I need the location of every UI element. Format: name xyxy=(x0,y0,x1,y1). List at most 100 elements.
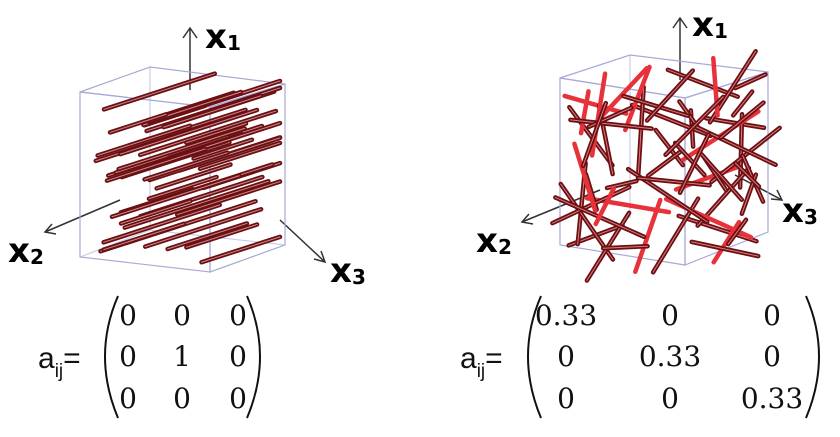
aligned-fiber-highlight xyxy=(176,181,281,216)
random-fiber xyxy=(593,186,616,227)
left-axis-x3-arrowhead xyxy=(313,250,327,264)
left-matrix-right-paren xyxy=(246,295,261,419)
random-fiber-highlight xyxy=(637,177,711,186)
left-x3-label: x3 xyxy=(330,251,366,291)
left-cube-hidden-edge-2 xyxy=(79,229,151,258)
right-matrix: 0.33 0 0 0 0.33 0 0 0 0.33 xyxy=(535,299,803,415)
random-fiber-highlight xyxy=(732,91,753,116)
random-fiber-highlight xyxy=(692,124,777,166)
random-fiber-highlight xyxy=(655,129,684,166)
aligned-fiber-highlight xyxy=(115,135,229,174)
random-fiber-highlight xyxy=(734,73,766,89)
right-axis-x1-arrowhead xyxy=(672,16,688,29)
left-x2-label: x2 xyxy=(8,231,44,271)
right-matrix-cell: 0.33 xyxy=(639,340,701,373)
aligned-fiber-highlight xyxy=(148,176,218,200)
aligned-fiber-highlight xyxy=(163,95,262,128)
left-tensor-label: aij= xyxy=(38,342,81,382)
random-fiber-highlight xyxy=(679,133,710,194)
left-matrix-cell: 1 xyxy=(173,340,191,373)
random-fiber-highlight xyxy=(568,106,613,166)
left-matrix-cell: 0 xyxy=(229,340,247,373)
left-x1-label: x1 xyxy=(205,17,241,57)
aligned-fiber-highlight xyxy=(124,180,269,229)
random-fiber-highlight xyxy=(602,245,649,249)
random-fiber-highlight xyxy=(569,119,653,130)
aligned-fiber-highlight xyxy=(120,200,191,224)
right-matrix-cell: 0 xyxy=(557,340,575,373)
aligned-fiber-highlight xyxy=(201,236,281,263)
aligned-fiber-highlight xyxy=(144,152,228,180)
right-x3-label: x3 xyxy=(782,191,818,231)
aligned-fiber-highlight xyxy=(144,208,262,248)
left-matrix-left-paren xyxy=(104,295,119,419)
random-fibers xyxy=(550,49,782,283)
aligned-fibers xyxy=(93,71,283,265)
left-matrix-cell: 0 xyxy=(119,340,137,373)
left-axis-x2-arrowhead xyxy=(43,223,57,235)
aligned-fiber-highlight xyxy=(118,127,246,170)
right-tensor-label: aij= xyxy=(460,342,503,382)
right-matrix-right-paren xyxy=(805,295,820,419)
right-axis-x2 xyxy=(521,189,601,223)
right-matrix-left-paren xyxy=(527,295,542,419)
aligned-fiber-highlight xyxy=(106,148,206,182)
left-matrix: 0 0 0 0 1 0 0 0 0 xyxy=(119,299,247,415)
random-fiber-highlight xyxy=(622,95,689,117)
left-axes xyxy=(43,26,327,264)
left-matrix-cell: 0 xyxy=(119,299,137,332)
right-axis-x3-arrowhead xyxy=(770,189,784,201)
aligned-fiber-highlight xyxy=(139,110,277,156)
right-matrix-cell: 0 xyxy=(763,299,781,332)
random-fiber-highlight xyxy=(667,69,739,98)
random-fiber-highlight xyxy=(710,127,781,183)
aligned-fiber-highlight xyxy=(111,175,240,218)
aligned-fiber-highlight xyxy=(199,142,281,170)
aligned-fiber-highlight xyxy=(103,73,216,110)
aligned-fiber-panel: x1 x2 x3 aij= 0 0 0 0 1 0 0 0 0 xyxy=(8,17,366,419)
right-matrix-cell: 0 xyxy=(661,382,679,415)
random-fiber-highlight xyxy=(674,142,705,176)
right-matrix-cell: 0.33 xyxy=(535,299,597,332)
aligned-fiber-highlight xyxy=(167,222,248,250)
random-fiber-highlight xyxy=(582,102,607,167)
random-fiber-highlight xyxy=(631,104,712,137)
aligned-fiber-highlight xyxy=(185,224,258,248)
left-axis-x2 xyxy=(44,199,121,233)
random-fiber xyxy=(562,93,629,116)
random-fiber-highlight xyxy=(646,70,694,121)
right-axis-x2-arrowhead xyxy=(520,213,534,225)
aligned-fiber-highlight xyxy=(109,113,167,133)
aligned-fiber-highlight xyxy=(156,164,231,189)
left-matrix-cell: 0 xyxy=(173,382,191,415)
left-matrix-cell: 0 xyxy=(229,299,247,332)
random-fiber-highlight xyxy=(720,102,764,138)
aligned-fiber-highlight xyxy=(193,139,253,160)
aligned-fiber-highlight xyxy=(119,109,258,155)
random-fiber xyxy=(578,89,591,136)
left-axis-x1-arrowhead xyxy=(182,26,198,39)
right-x1-label: x1 xyxy=(692,5,728,45)
random-fiber-highlight xyxy=(588,107,632,128)
aligned-fiber-highlight xyxy=(103,204,221,243)
right-x2-label: x2 xyxy=(476,221,512,261)
random-fiber-highlight xyxy=(700,153,743,201)
random-fiber-highlight xyxy=(665,96,724,156)
aligned-fiber-highlight xyxy=(185,123,247,144)
random-fiber xyxy=(589,71,608,158)
random-fiber-panel: x1 x2 x3 aij= 0.33 0 0 0 0.33 0 0 0 0.33 xyxy=(460,5,820,419)
left-axis-x3 xyxy=(279,219,326,263)
right-matrix-cell: 0 xyxy=(763,340,781,373)
random-fiber-highlight xyxy=(678,215,757,242)
random-fiber-highlight xyxy=(691,241,759,257)
random-fiber-highlight xyxy=(647,151,681,177)
aligned-fiber-highlight xyxy=(97,125,191,157)
left-matrix-cell: 0 xyxy=(173,299,191,332)
right-matrix-cell: 0.33 xyxy=(741,382,803,415)
left-matrix-cell: 0 xyxy=(229,382,247,415)
right-matrix-cell: 0 xyxy=(661,299,679,332)
random-fiber xyxy=(572,141,598,214)
random-fiber-highlight xyxy=(606,180,637,189)
right-matrix-cell: 0 xyxy=(557,382,575,415)
